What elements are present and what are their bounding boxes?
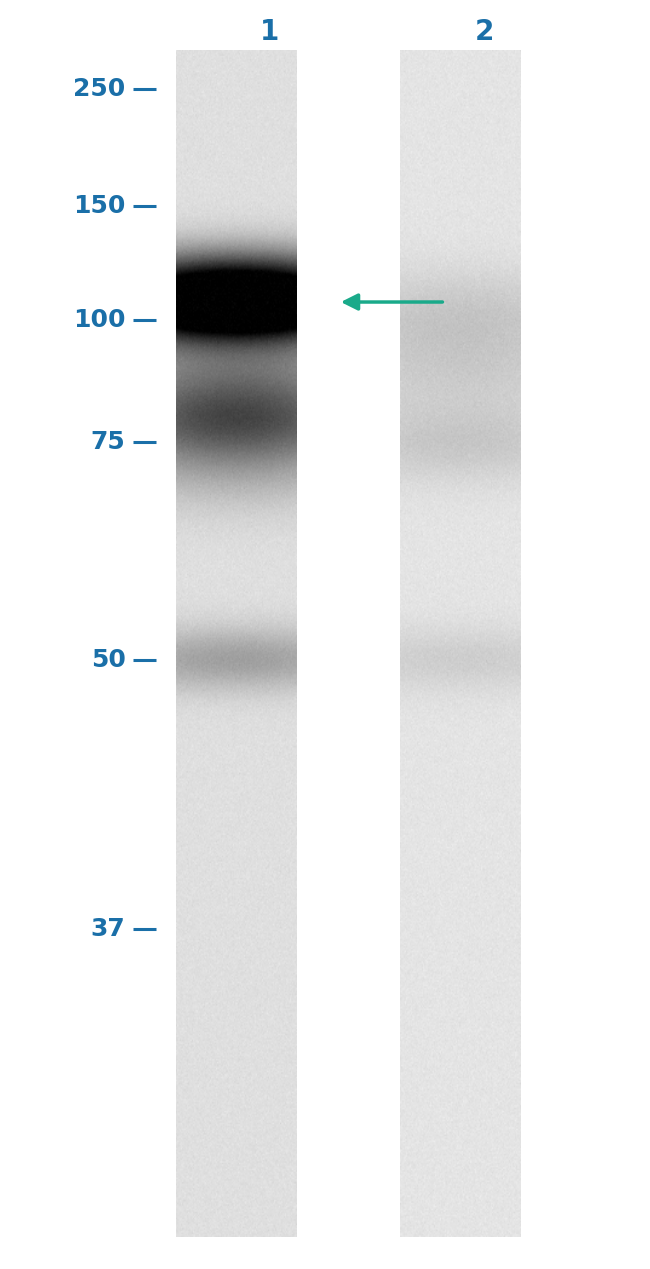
Text: 2: 2 <box>474 18 494 46</box>
Text: 37: 37 <box>91 917 125 940</box>
Text: 1: 1 <box>260 18 280 46</box>
Text: 150: 150 <box>73 194 125 217</box>
Text: 50: 50 <box>90 648 125 671</box>
Text: 100: 100 <box>73 308 125 331</box>
Text: 75: 75 <box>91 430 125 453</box>
Text: 250: 250 <box>73 77 125 100</box>
